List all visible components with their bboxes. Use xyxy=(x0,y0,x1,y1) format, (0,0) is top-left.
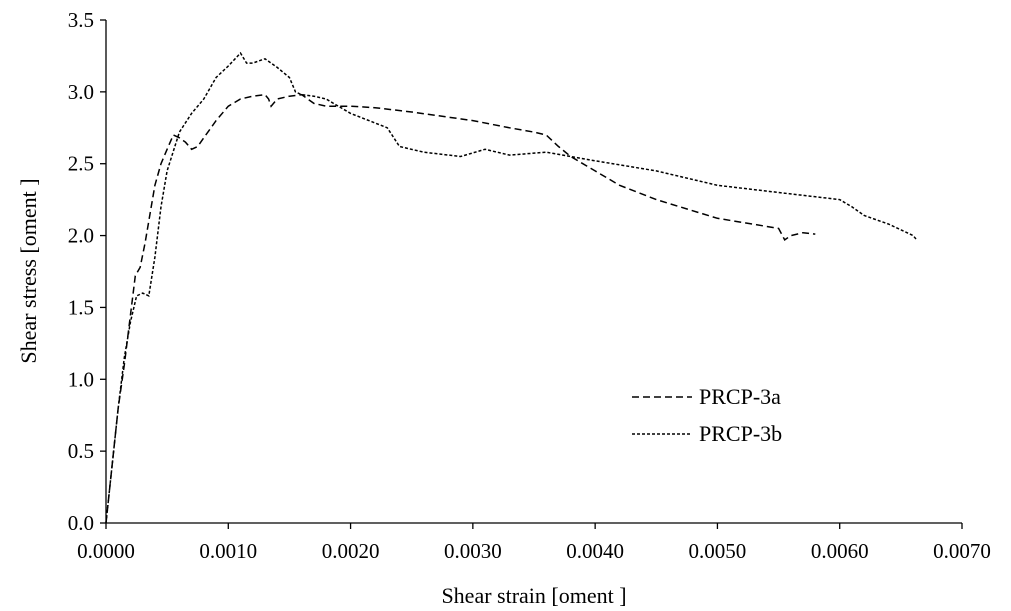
x-tick-label: 0.0010 xyxy=(199,539,257,563)
y-tick-label: 3.0 xyxy=(68,80,94,104)
y-axis-title: Shear stress [oment ] xyxy=(16,178,41,363)
x-tick-label: 0.0050 xyxy=(689,539,747,563)
x-tick-label: 0.0070 xyxy=(933,539,991,563)
legend-label-prcp-3a: PRCP-3a xyxy=(699,384,781,409)
y-tick-label: 3.5 xyxy=(68,8,94,32)
y-axis-ticks: 0.0 0.5 1.0 1.5 2.0 2.5 3.0 3.5 xyxy=(68,8,106,535)
legend-label-prcp-3b: PRCP-3b xyxy=(699,421,782,446)
y-tick-label: 1.5 xyxy=(68,295,94,319)
y-tick-label: 2.0 xyxy=(68,224,94,248)
x-axis-title: Shear strain [oment ] xyxy=(441,583,626,608)
x-tick-label: 0.0030 xyxy=(444,539,502,563)
y-tick-label: 0.0 xyxy=(68,511,94,535)
y-tick-label: 0.5 xyxy=(68,439,94,463)
x-tick-label: 0.0000 xyxy=(77,539,135,563)
series-line-prcp-3a xyxy=(105,93,816,524)
x-axis-ticks: 0.0000 0.0010 0.0020 0.0030 0.0040 0.0050 0.00… xyxy=(77,523,991,563)
y-tick-label: 1.0 xyxy=(68,367,94,391)
x-tick-label: 0.0040 xyxy=(566,539,624,563)
x-tick-label: 0.0060 xyxy=(811,539,869,563)
y-tick-label: 2.5 xyxy=(68,152,94,176)
series-line-prcp-3b xyxy=(105,51,918,524)
x-tick-label: 0.0020 xyxy=(322,539,380,563)
legend: PRCP-3a PRCP-3b xyxy=(632,384,782,446)
series-layer xyxy=(105,51,918,524)
